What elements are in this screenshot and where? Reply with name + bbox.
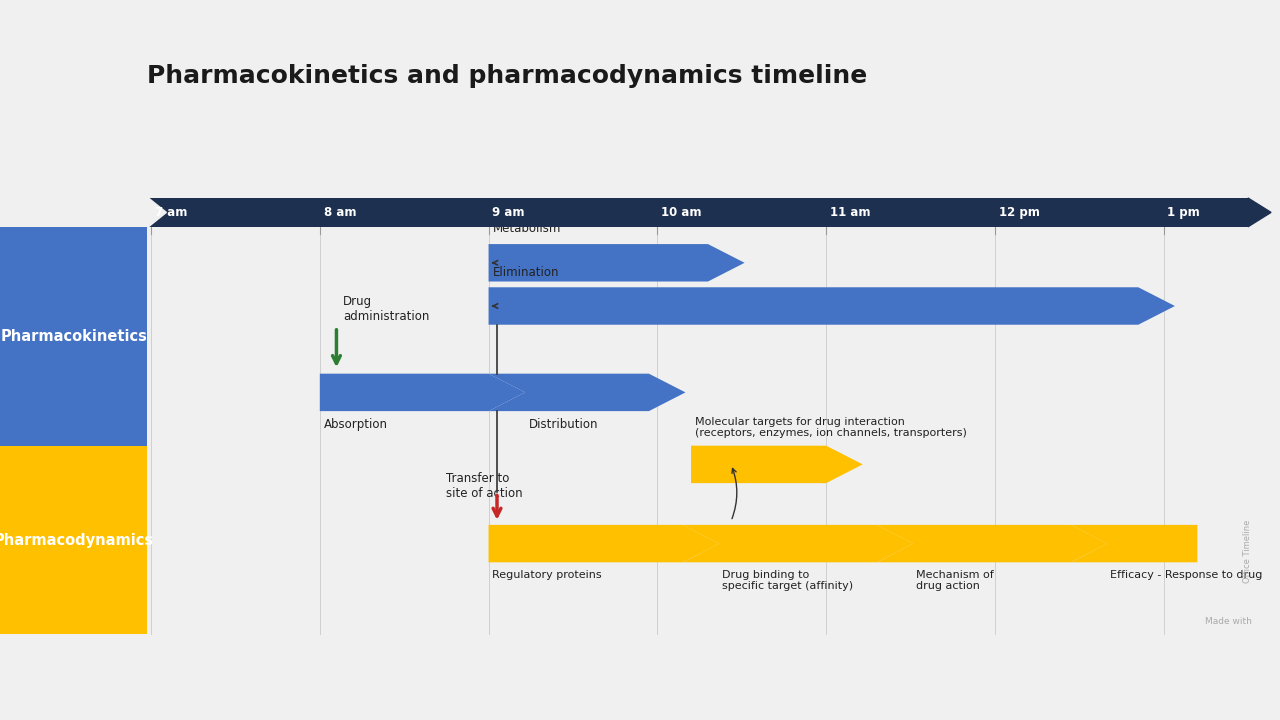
Text: 9 am: 9 am [493,206,525,219]
Text: Office Timeline: Office Timeline [1243,520,1252,583]
Text: Pharmacokinetics: Pharmacokinetics [0,329,147,344]
FancyBboxPatch shape [148,198,1248,227]
Polygon shape [489,244,745,282]
Polygon shape [148,198,166,227]
Polygon shape [489,525,719,562]
Polygon shape [691,446,863,483]
Text: 12 pm: 12 pm [998,206,1039,219]
Text: Pharmacokinetics and pharmacodynamics timeline: Pharmacokinetics and pharmacodynamics ti… [147,63,868,88]
Text: Mechanism of
drug action: Mechanism of drug action [916,570,993,591]
Text: Drug
administration: Drug administration [343,295,429,323]
FancyBboxPatch shape [0,446,147,634]
Text: 8 am: 8 am [324,206,356,219]
FancyBboxPatch shape [0,227,147,446]
Text: Molecular targets for drug interaction
(receptors, enzymes, ion channels, transp: Molecular targets for drug interaction (… [695,417,966,438]
Text: 1 pm: 1 pm [1167,206,1201,219]
Text: Elimination: Elimination [493,266,559,279]
Text: Efficacy - Response to drug: Efficacy - Response to drug [1110,570,1262,580]
Polygon shape [682,525,914,562]
Text: Metabolism: Metabolism [493,222,561,235]
Text: Regulatory proteins: Regulatory proteins [493,570,602,580]
Text: Drug binding to
specific target (affinity): Drug binding to specific target (affinit… [722,570,852,591]
Text: Transfer to
site of action: Transfer to site of action [445,472,522,500]
Text: 11 am: 11 am [829,206,870,219]
Text: Absorption: Absorption [324,418,388,431]
Text: Pharmacodynamics: Pharmacodynamics [0,533,154,547]
Text: Distribution: Distribution [529,418,599,431]
Text: Made with: Made with [1204,617,1252,626]
Polygon shape [489,374,686,411]
Polygon shape [877,525,1107,562]
Polygon shape [320,374,525,411]
Text: 10 am: 10 am [662,206,701,219]
Polygon shape [1071,525,1197,562]
Text: 7 am: 7 am [155,206,187,219]
Polygon shape [489,287,1175,325]
Polygon shape [1248,198,1271,227]
